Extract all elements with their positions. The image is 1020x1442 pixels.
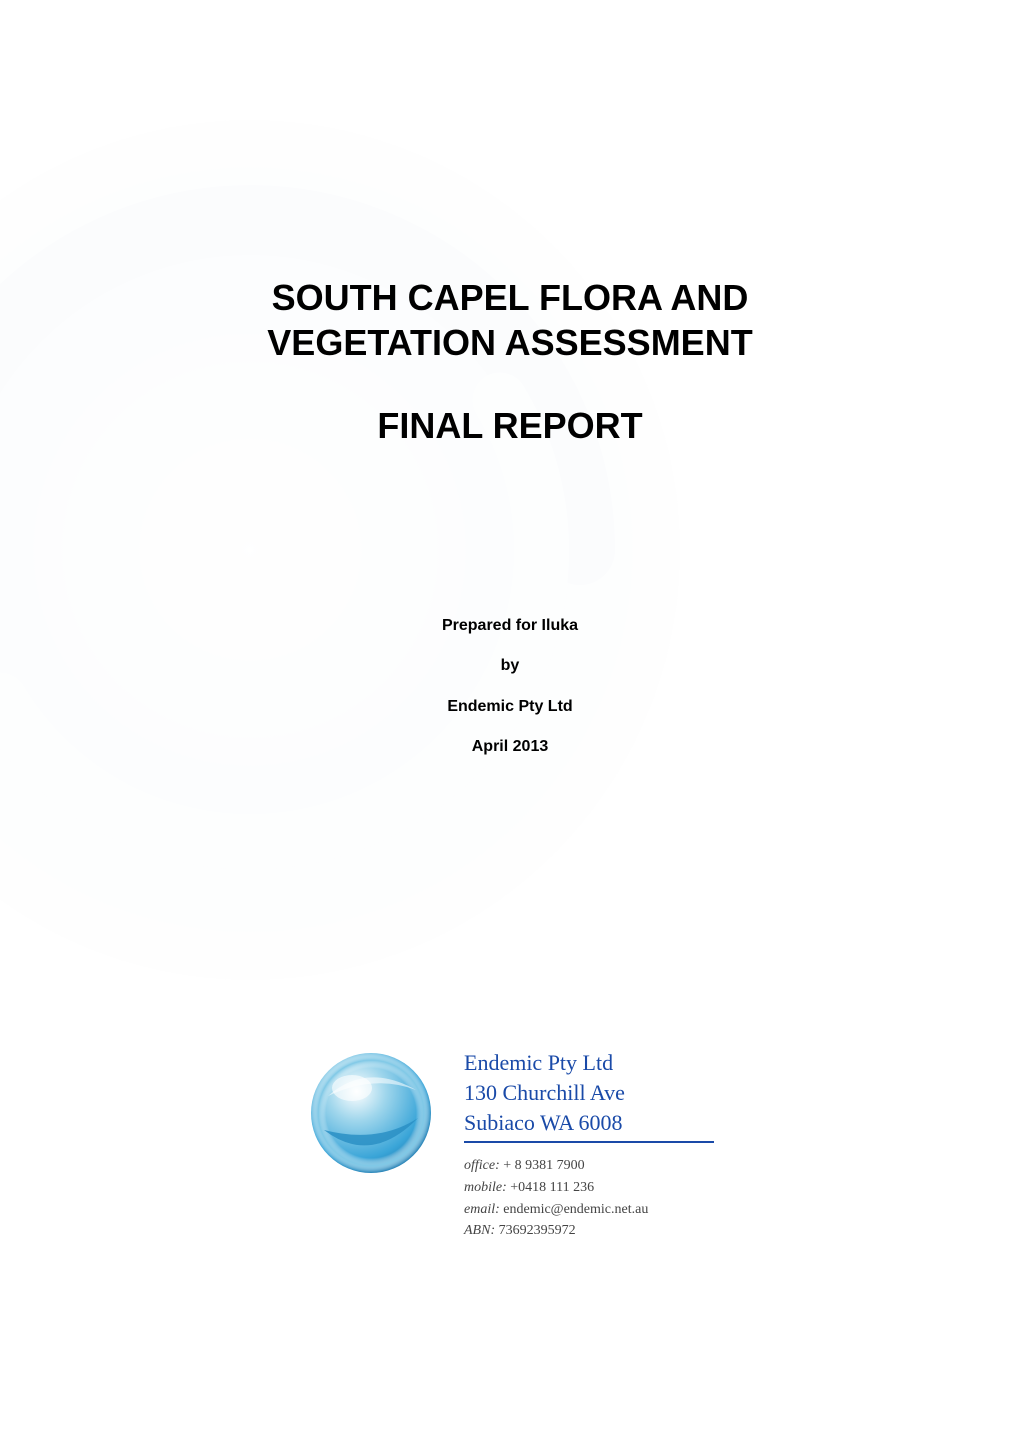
contact-office: office: + 8 9381 7900 — [464, 1155, 714, 1177]
office-label: office: — [464, 1158, 500, 1173]
date: April 2013 — [0, 736, 1020, 758]
contact-mobile: mobile: +0418 111 236 — [464, 1177, 714, 1199]
contact-abn: ABN: 73692395972 — [464, 1220, 714, 1242]
company-details: Endemic Pty Ltd 130 Churchill Ave Subiac… — [464, 1048, 714, 1242]
background-swirl — [0, 100, 700, 1000]
title-line-1: SOUTH CAPEL FLORA AND — [0, 275, 1020, 320]
mobile-value: +0418 111 236 — [510, 1180, 594, 1195]
footer: Endemic Pty Ltd 130 Churchill Ave Subiac… — [306, 1048, 714, 1242]
by-label: by — [0, 655, 1020, 677]
title-line-2: VEGETATION ASSESSMENT — [0, 320, 1020, 365]
company-address-1: 130 Churchill Ave — [464, 1078, 714, 1108]
document-meta: Prepared for Iluka by Endemic Pty Ltd Ap… — [0, 615, 1020, 777]
logo-icon — [306, 1048, 436, 1178]
company-logo — [306, 1048, 436, 1178]
prepared-for: Prepared for Iluka — [0, 615, 1020, 637]
abn-value: 73692395972 — [499, 1223, 576, 1238]
company-name: Endemic Pty Ltd — [464, 1048, 714, 1078]
document-subtitle: FINAL REPORT — [0, 405, 1020, 447]
mobile-label: mobile: — [464, 1180, 507, 1195]
email-label: email: — [464, 1202, 500, 1217]
office-value: + 8 9381 7900 — [503, 1158, 584, 1173]
author: Endemic Pty Ltd — [0, 696, 1020, 718]
contact-email: email: endemic@endemic.net.au — [464, 1199, 714, 1221]
company-address-2: Subiaco WA 6008 — [464, 1108, 714, 1138]
document-title: SOUTH CAPEL FLORA AND VEGETATION ASSESSM… — [0, 275, 1020, 365]
email-value: endemic@endemic.net.au — [503, 1202, 648, 1217]
address-underline — [464, 1141, 714, 1143]
abn-label: ABN: — [464, 1223, 495, 1238]
